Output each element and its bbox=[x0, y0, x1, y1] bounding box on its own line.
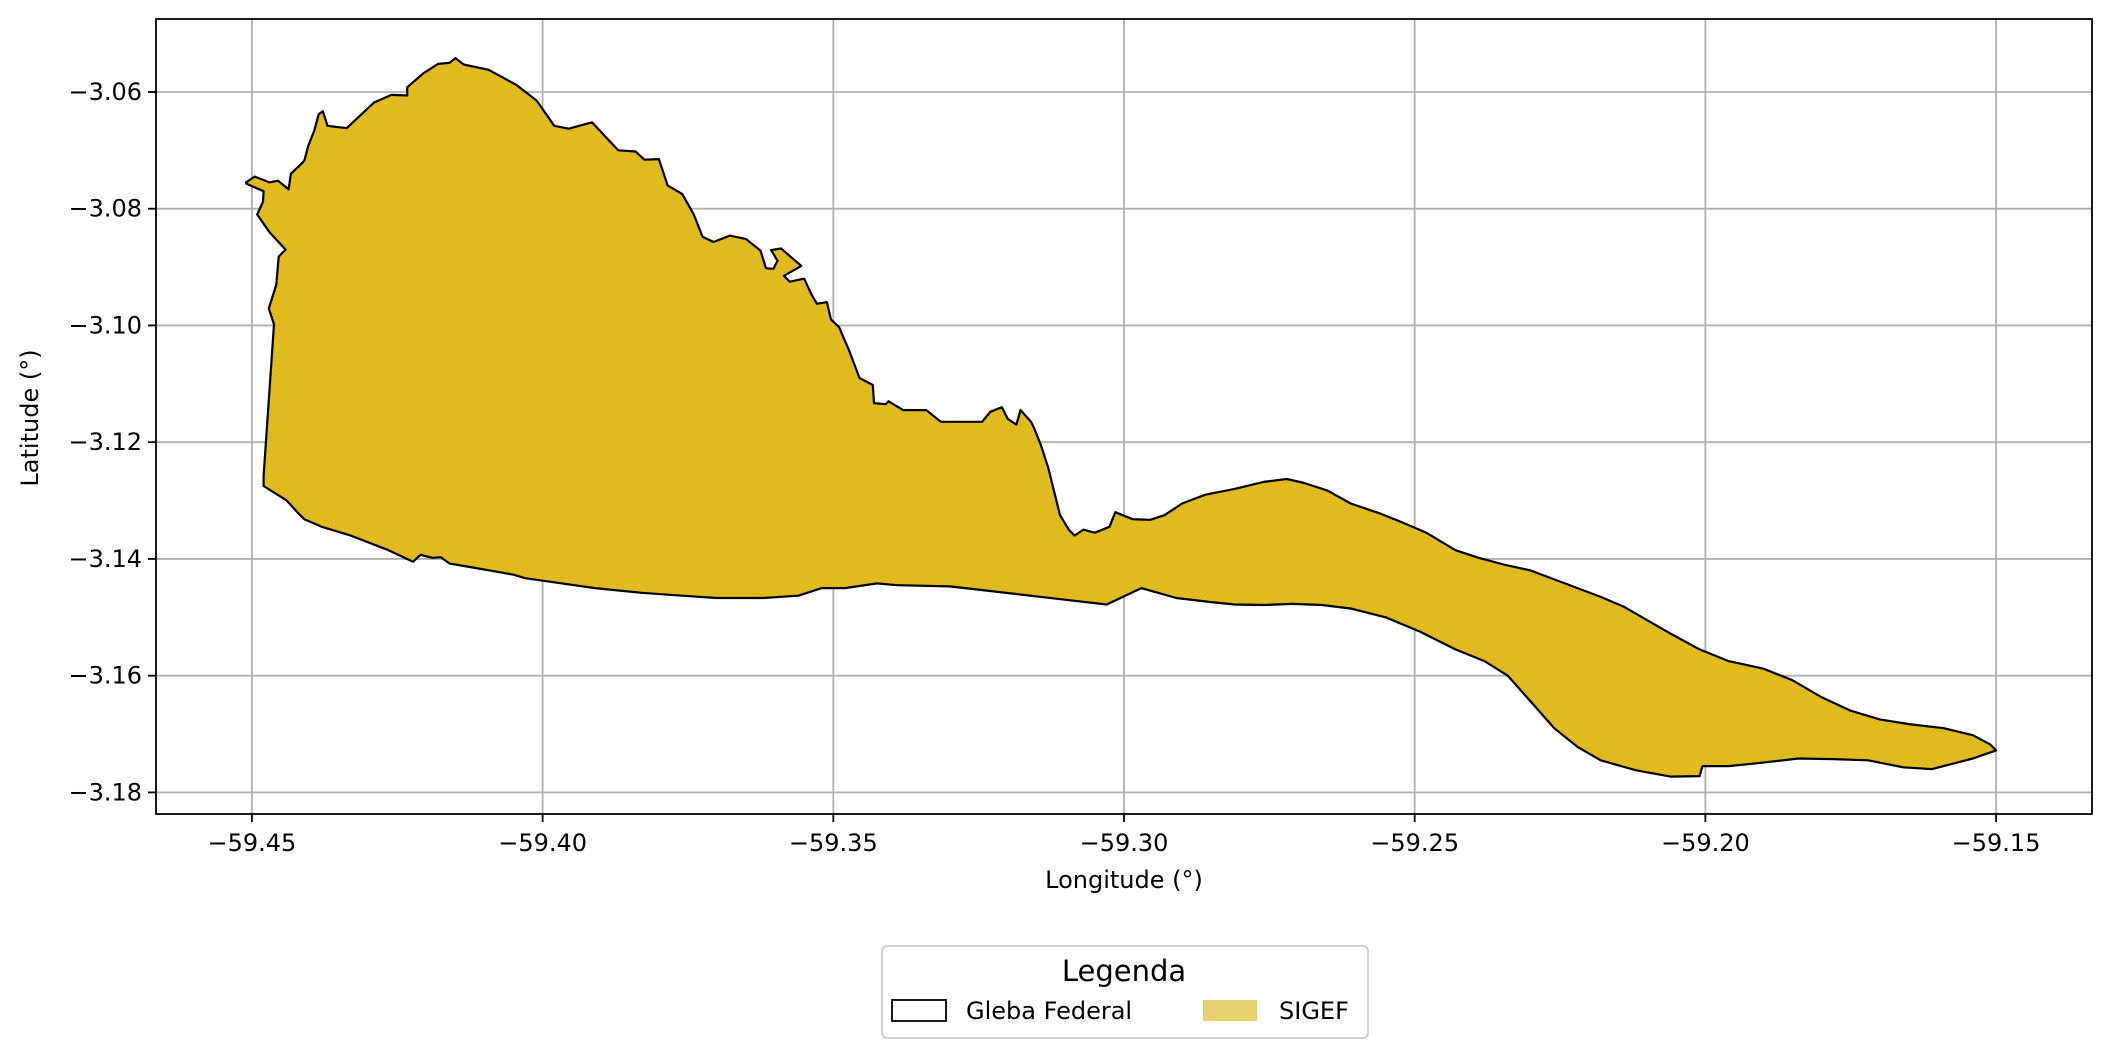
y-tick-label: −3.08 bbox=[68, 195, 142, 223]
legend-label-sigef: SIGEF bbox=[1279, 997, 1349, 1025]
x-tick-label: −59.15 bbox=[1952, 829, 2041, 857]
legend-title: Legenda bbox=[1062, 954, 1186, 988]
x-tick-label: −59.45 bbox=[208, 829, 297, 857]
legend-label-gleba-federal: Gleba Federal bbox=[966, 997, 1132, 1025]
y-axis-ticks: −3.06 −3.08 −3.10 −3.12 −3.14 −3.16 −3.18 bbox=[68, 78, 156, 806]
x-tick-label: −59.30 bbox=[1080, 829, 1169, 857]
legend: Legenda Gleba Federal SIGEF bbox=[881, 945, 1369, 1039]
legend-swatch-gleba-federal bbox=[891, 999, 947, 1022]
x-tick-label: −59.20 bbox=[1661, 829, 1750, 857]
x-axis-ticks: −59.45 −59.40 −59.35 −59.30 −59.25 −59.20 −59.… bbox=[208, 814, 2041, 857]
y-tick-label: −3.06 bbox=[68, 78, 142, 106]
sigef-polygon bbox=[245, 57, 1998, 778]
y-tick-label: −3.18 bbox=[68, 778, 142, 806]
x-tick-label: −59.25 bbox=[1370, 829, 1459, 857]
polygon-layer bbox=[245, 57, 1998, 778]
legend-swatch-sigef bbox=[1203, 1000, 1257, 1021]
y-tick-label: −3.12 bbox=[68, 428, 142, 456]
y-tick-label: −3.16 bbox=[68, 662, 142, 690]
x-axis-label: Longitude (°) bbox=[1045, 866, 1203, 894]
x-tick-label: −59.35 bbox=[789, 829, 878, 857]
y-tick-label: −3.14 bbox=[68, 545, 142, 573]
y-axis-label: Latitude (°) bbox=[16, 349, 44, 486]
x-tick-label: −59.40 bbox=[498, 829, 587, 857]
y-tick-label: −3.10 bbox=[68, 311, 142, 339]
